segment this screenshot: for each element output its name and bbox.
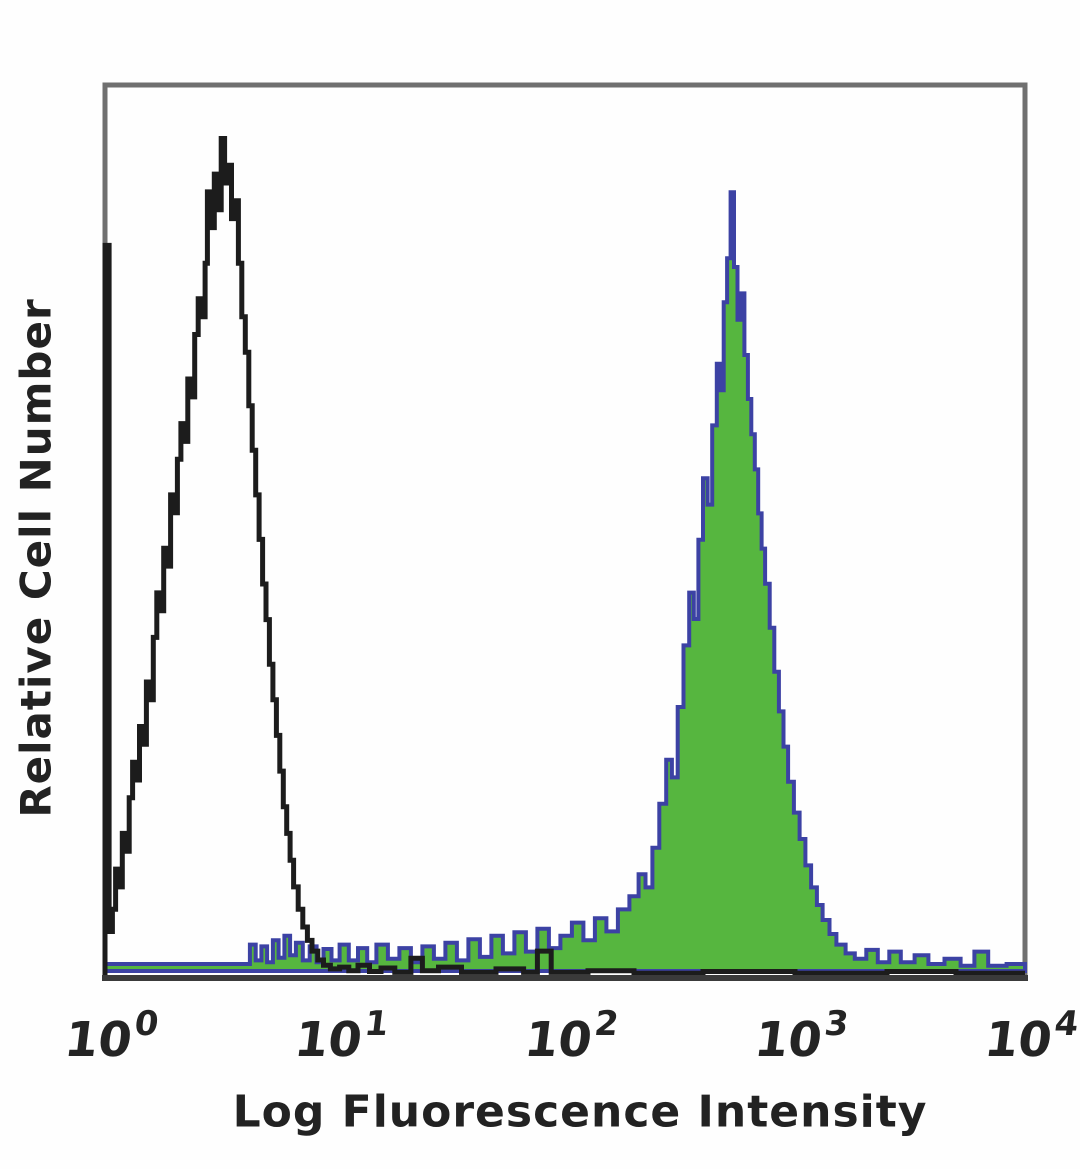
x-tick-label: 101 <box>291 1004 391 1068</box>
x-axis-label: Log Fluorescence Intensity <box>232 1086 928 1138</box>
y-axis-label: Relative Cell Number <box>11 298 61 818</box>
open-black-histogram <box>102 136 1025 976</box>
filled-green-histogram <box>103 190 1027 973</box>
x-tick-label: 102 <box>521 1004 621 1068</box>
x-tick-label: 100 <box>61 1004 161 1068</box>
x-tick-label: 103 <box>751 1004 851 1068</box>
x-tick-label: 104 <box>981 1004 1080 1068</box>
plot-border <box>102 82 1028 981</box>
